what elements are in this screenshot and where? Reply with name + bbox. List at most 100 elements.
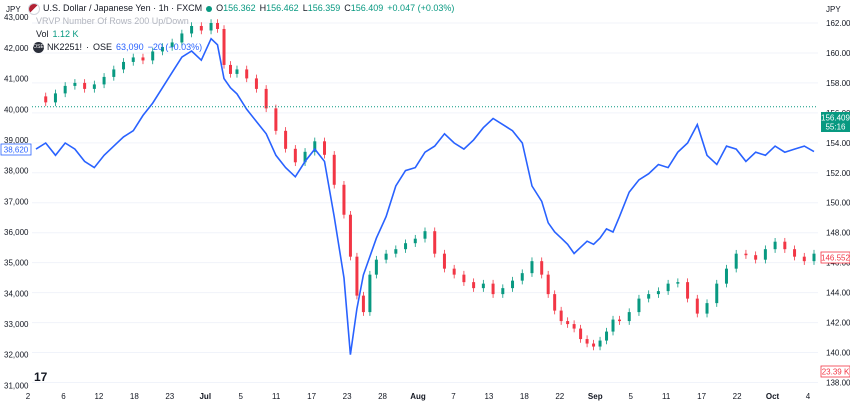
candle bbox=[433, 227, 437, 258]
x-axis-tick: 5 bbox=[629, 392, 634, 401]
candle bbox=[235, 65, 239, 78]
candle-body bbox=[374, 259, 378, 275]
market-open-dot-icon bbox=[206, 5, 213, 12]
candle bbox=[361, 291, 365, 316]
x-axis-tick: Sep bbox=[588, 392, 603, 401]
right-price-badge-countdown: 55:16 bbox=[825, 123, 846, 132]
candle bbox=[44, 92, 48, 107]
x-axis-tick: 11 bbox=[662, 392, 671, 401]
candle bbox=[559, 306, 563, 325]
candle-body bbox=[313, 141, 317, 152]
left-price-axis[interactable]: 31,000 32,000 33,000 34,000 35,000 36,000 37,0… bbox=[4, 13, 29, 390]
legend-compare-row[interactable]: OSE NK2251! · OSE 63,090 −20 (−0.03%) bbox=[33, 41, 454, 54]
candle-body bbox=[744, 253, 748, 256]
symbol-title[interactable]: U.S. Dollar / Japanese Yen · 1h · FXCM bbox=[43, 3, 203, 13]
candle-body bbox=[413, 238, 417, 244]
x-axis-tick: 5 bbox=[239, 392, 244, 401]
candle-body bbox=[131, 57, 135, 62]
candle bbox=[53, 89, 57, 107]
candle bbox=[579, 324, 583, 343]
candle-body bbox=[530, 261, 534, 274]
candle-body bbox=[73, 82, 77, 86]
candle bbox=[332, 151, 336, 189]
candle bbox=[284, 127, 288, 153]
candle bbox=[666, 279, 670, 295]
left-axis-tick: 32,000 bbox=[4, 351, 29, 360]
candle-body bbox=[209, 22, 213, 31]
candle bbox=[131, 53, 135, 66]
candle-body bbox=[63, 85, 67, 94]
left-axis-tick: 38,000 bbox=[4, 167, 29, 176]
candle-body bbox=[368, 274, 372, 313]
candle-body bbox=[472, 282, 476, 289]
candle bbox=[274, 104, 278, 135]
x-axis-tick: Aug bbox=[410, 392, 426, 401]
candle bbox=[413, 234, 417, 247]
candle-body bbox=[763, 249, 767, 260]
candle bbox=[404, 239, 408, 253]
legend-vrvp-row[interactable]: VRVP Number Of Rows 200 Up/Down bbox=[36, 15, 454, 28]
compare-symbol[interactable]: NK2251! bbox=[47, 42, 83, 52]
ohlc-low: L156.359 bbox=[302, 3, 341, 13]
candle-body bbox=[686, 282, 690, 299]
usdjpy-candles bbox=[44, 19, 816, 351]
legend-volume-row[interactable]: Vol 1.12 K bbox=[36, 28, 454, 41]
candle bbox=[63, 82, 67, 98]
candle bbox=[313, 137, 317, 156]
candle bbox=[627, 308, 631, 325]
candle-body bbox=[53, 93, 57, 103]
candle-body bbox=[442, 253, 446, 269]
legend-main-row[interactable]: U.S. Dollar / Japanese Yen · 1h · FXCM O… bbox=[28, 2, 454, 15]
candle-body bbox=[724, 268, 728, 284]
x-axis-tick: 22 bbox=[555, 392, 564, 401]
left-axis-tick: 39,000 bbox=[4, 136, 29, 145]
price-change: +0.047 (+0.03%) bbox=[387, 3, 455, 13]
tradingview-logo-text: 17 bbox=[34, 370, 48, 384]
candle-body bbox=[618, 319, 621, 322]
candle bbox=[92, 80, 96, 93]
candle-body bbox=[394, 249, 398, 254]
left-axis-tick: 35,000 bbox=[4, 259, 29, 268]
candle bbox=[773, 237, 777, 253]
time-axis[interactable]: 2 6 12 18 23 Jul 5 11 17 23 28 Aug 7 13 18 22 Sep 5 11 17 22… bbox=[26, 392, 811, 401]
x-axis-tick: 22 bbox=[733, 392, 742, 401]
candle bbox=[511, 276, 515, 292]
grid-lines bbox=[32, 22, 818, 384]
candle-body bbox=[812, 253, 816, 262]
left-compare-badge-text: 38,620 bbox=[4, 146, 29, 155]
candle bbox=[102, 73, 106, 89]
candle-body bbox=[793, 249, 797, 257]
candle bbox=[520, 269, 524, 285]
candle-body bbox=[141, 57, 145, 61]
candle bbox=[151, 47, 155, 65]
tradingview-logo-icon[interactable]: 17 bbox=[34, 370, 47, 384]
candle bbox=[264, 85, 268, 113]
right-axis-tick: 148.00 bbox=[826, 229, 850, 238]
right-price-axis[interactable]: 138.00140.00142.00144.00146.00148.00150.… bbox=[826, 19, 850, 388]
x-axis-tick: 6 bbox=[61, 392, 66, 401]
candle bbox=[481, 279, 485, 292]
candle bbox=[374, 255, 378, 279]
candle bbox=[618, 315, 621, 325]
candle-body bbox=[332, 154, 336, 185]
compare-value: 63,090 bbox=[116, 42, 144, 52]
left-axis-tick: 40,000 bbox=[4, 105, 29, 114]
candle-body bbox=[462, 274, 466, 283]
candle bbox=[323, 137, 327, 159]
candle bbox=[355, 252, 359, 300]
ohlc-open: O156.362 bbox=[216, 3, 256, 13]
left-axis-tick: 41,000 bbox=[4, 75, 29, 84]
candle bbox=[293, 145, 297, 167]
candle-body bbox=[361, 295, 365, 313]
compare-separator: · bbox=[86, 42, 90, 52]
left-compare-badge: 38,620 bbox=[0, 143, 32, 156]
x-axis-tick: 18 bbox=[520, 392, 529, 401]
candle bbox=[724, 264, 728, 288]
candle bbox=[802, 252, 806, 265]
x-axis-tick: 17 bbox=[697, 392, 706, 401]
candle-body bbox=[754, 255, 758, 260]
candle-body bbox=[598, 340, 602, 347]
right-vol-badge: 23.39 K bbox=[820, 365, 850, 378]
